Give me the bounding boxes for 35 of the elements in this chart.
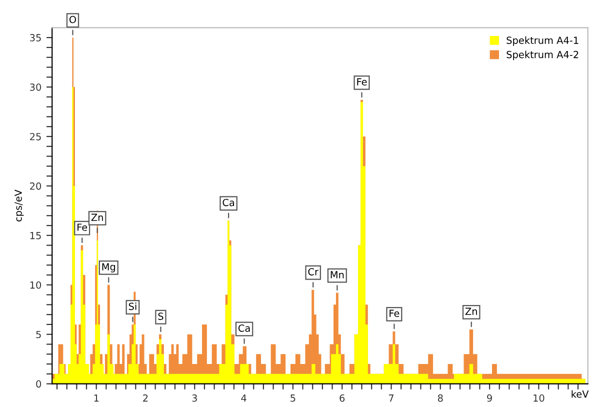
annotation: Si: [128, 302, 136, 310]
legend-label: Spektrum A4-2: [506, 50, 578, 60]
y-tick-label: 15: [30, 232, 41, 240]
x-tick-label: 9: [487, 394, 492, 402]
x-tick-label: 3: [192, 394, 197, 402]
annotation: Zn: [91, 214, 103, 221]
x-tick-label: 8: [438, 394, 443, 402]
annotation: Fe: [78, 224, 88, 231]
annotation: Zn: [465, 308, 477, 315]
x-tick-label: 10: [534, 394, 544, 402]
y-tick-label: 10: [30, 281, 42, 289]
x-axis-title: keV: [572, 390, 589, 398]
y-tick-label: 35: [30, 34, 41, 42]
annotation: O: [69, 16, 76, 24]
annotation: Fe: [357, 78, 367, 86]
y-tick-label: 30: [30, 84, 42, 91]
annotation: S: [158, 312, 164, 320]
x-tick-label: 1: [94, 394, 99, 402]
y-tick-label: 5: [36, 330, 41, 338]
annotation: Mn: [330, 271, 344, 278]
x-tick-label: 6: [340, 394, 345, 402]
x-tick-label: 2: [143, 394, 148, 402]
y-axis-title: cps/eV: [14, 190, 24, 222]
annotation: Mg: [102, 263, 116, 272]
y-tick-label: 25: [30, 132, 41, 140]
annotation: Cr: [308, 268, 318, 276]
x-tick-label: 5: [290, 394, 296, 402]
annotation: Fe: [390, 310, 400, 317]
x-tick-label: 4: [241, 394, 246, 402]
y-tick-label: 0: [36, 380, 42, 388]
y-tick-label: 20: [30, 182, 42, 190]
annotation: Ca: [222, 198, 234, 206]
legend-label: Spektrum A4-1: [506, 36, 578, 46]
x-tick-label: 7: [388, 394, 394, 402]
annotation: Ca: [238, 324, 250, 332]
